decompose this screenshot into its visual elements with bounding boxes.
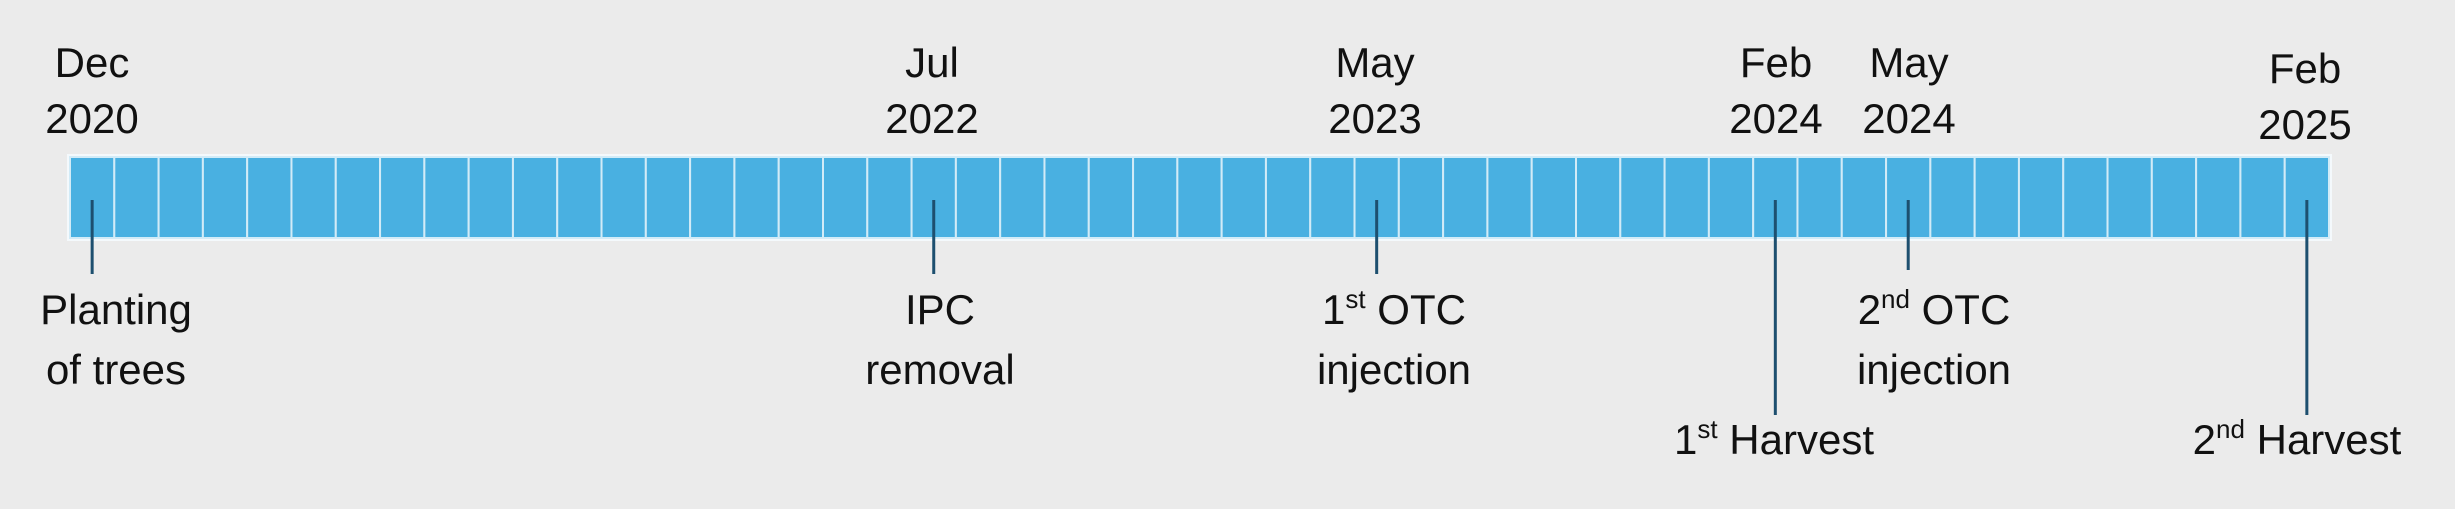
event-label: 1st OTC: [1322, 284, 1466, 333]
event-date: 2020: [45, 95, 138, 142]
month-cell: [600, 156, 647, 239]
label-rest: Harvest: [1718, 416, 1875, 463]
event-label: removal: [865, 346, 1014, 393]
event-date: May: [1869, 39, 1948, 86]
label-rest: Harvest: [2245, 416, 2402, 463]
month-cell: [1132, 156, 1179, 239]
month-cell: [423, 156, 470, 239]
label-superscript: nd: [2216, 414, 2245, 444]
month-cell: [157, 156, 204, 239]
month-cell: [644, 156, 692, 239]
label-base: 2: [1858, 286, 1881, 333]
month-cell: [1707, 156, 1755, 239]
month-cell: [999, 156, 1046, 239]
label-superscript: nd: [1881, 284, 1910, 314]
month-cell: [2017, 156, 2065, 239]
event-date: 2024: [1729, 95, 1822, 142]
month-cell: [1575, 156, 1622, 239]
label-superscript: st: [1345, 284, 1366, 314]
month-cell: [1929, 156, 1976, 239]
month-cell: [1087, 156, 1135, 239]
event-date: Feb: [2269, 45, 2341, 92]
month-cell: [1397, 156, 1445, 239]
month-cell: [954, 156, 1002, 239]
event-label: of trees: [46, 346, 186, 393]
label-base: 1: [1674, 416, 1697, 463]
event-label: 1st Harvest: [1674, 414, 1874, 463]
month-cell: [1309, 156, 1356, 239]
month-cell: [2239, 156, 2286, 239]
month-cell: [689, 156, 736, 239]
month-cell: [777, 156, 824, 239]
event-date: 2025: [2258, 101, 2351, 148]
month-cell: [1264, 156, 1312, 239]
event-label: injection: [1857, 346, 2011, 393]
month-cell: [1176, 156, 1223, 239]
month-cell: [1530, 156, 1578, 239]
event-date: 2023: [1328, 95, 1421, 142]
month-cell: [113, 156, 160, 239]
month-cell: [733, 156, 780, 239]
event-date: 2024: [1862, 95, 1955, 142]
event-date: Dec: [55, 39, 130, 86]
month-cell: [1663, 156, 1710, 239]
event-date: 2022: [885, 95, 978, 142]
event-label: 2nd OTC: [1858, 284, 2011, 333]
month-cell: [2106, 156, 2153, 239]
month-cell: [822, 156, 869, 239]
month-cell: [511, 156, 559, 239]
month-cell: [467, 156, 514, 239]
event-label: injection: [1317, 346, 1471, 393]
month-cell: [866, 156, 913, 239]
label-base: 2: [2193, 416, 2216, 463]
month-cell: [1442, 156, 1489, 239]
label-rest: OTC: [1910, 286, 2010, 333]
event-label: IPC: [905, 286, 975, 333]
month-cell: [2150, 156, 2198, 239]
event-label: Planting: [40, 286, 192, 333]
month-cell: [379, 156, 426, 239]
month-cell: [2062, 156, 2109, 239]
month-cell: [290, 156, 337, 239]
event-label: 2nd Harvest: [2193, 414, 2402, 463]
month-cell: [334, 156, 382, 239]
event-date: Feb: [1740, 39, 1812, 86]
month-cell: [1220, 156, 1267, 239]
month-cell: [201, 156, 249, 239]
label-superscript: st: [1697, 414, 1718, 444]
label-base: 1: [1322, 286, 1345, 333]
month-cell: [246, 156, 293, 239]
label-rest: OTC: [1366, 286, 1466, 333]
event-date: Jul: [905, 39, 959, 86]
month-cell: [1619, 156, 1666, 239]
month-cell: [1486, 156, 1533, 239]
month-cell: [1796, 156, 1843, 239]
month-cell: [1973, 156, 2020, 239]
month-cell: [1840, 156, 1888, 239]
month-cell: [1043, 156, 1090, 239]
event-date: May: [1335, 39, 1414, 86]
month-cell: [2195, 156, 2242, 239]
month-cell: [556, 156, 603, 239]
